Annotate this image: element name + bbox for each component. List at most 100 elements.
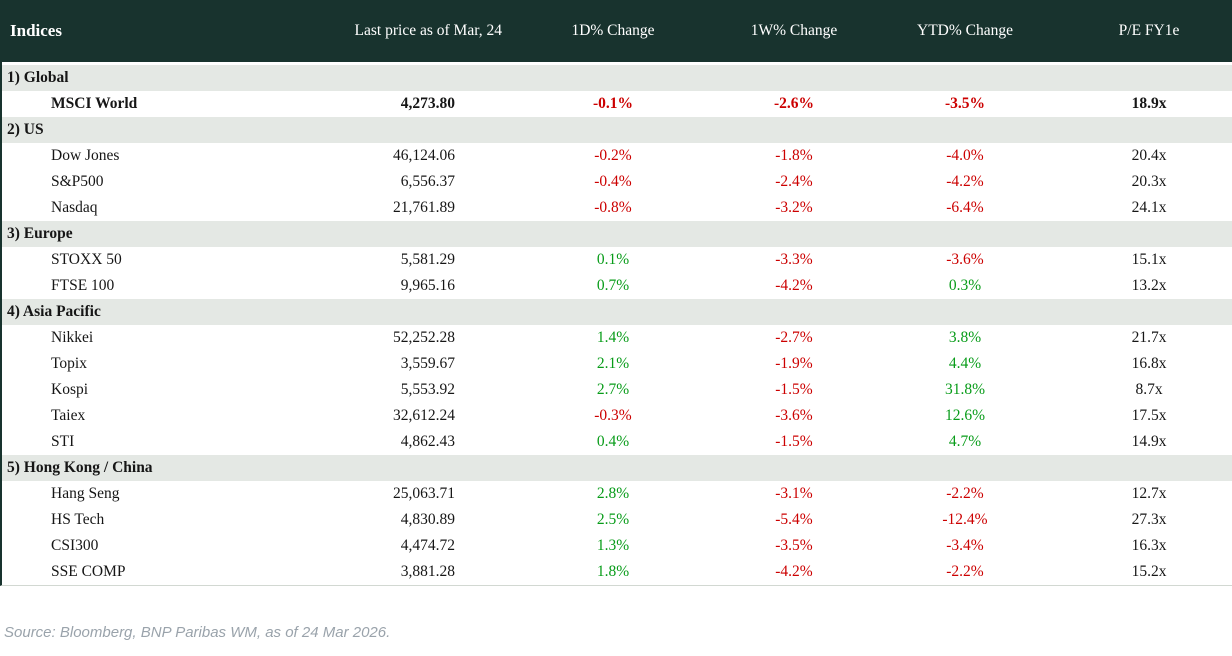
table-row: CSI300 4,474.72 1.3% -3.5% -3.4% 16.3x (2, 533, 1232, 559)
last-price: 6,556.37 (400, 173, 455, 190)
table-row: Dow Jones 46,124.06 -0.2% -1.8% -4.0% 20… (2, 143, 1232, 169)
section-row-asia-pacific: 4) Asia Pacific (2, 299, 1232, 325)
ytd-change: -2.2% (946, 563, 984, 580)
header-gap (2, 62, 1232, 65)
1d-change: 2.8% (596, 485, 630, 502)
ytd-change: -4.0% (946, 147, 984, 164)
1w-change: -3.5% (775, 537, 813, 554)
1w-change: -1.5% (775, 433, 813, 450)
table-row: Nasdaq 21,761.89 -0.8% -3.2% -6.4% 24.1x (2, 195, 1232, 221)
index-name: HS Tech (51, 511, 105, 528)
1w-change: -3.3% (775, 251, 813, 268)
table-row: S&P500 6,556.37 -0.4% -2.4% -4.2% 20.3x (2, 169, 1232, 195)
column-header-1w-change: 1W% Change (750, 22, 838, 39)
index-name: Topix (51, 355, 87, 372)
last-price: 4,273.80 (400, 95, 455, 112)
index-name: STI (51, 433, 75, 450)
1d-change: 2.1% (596, 355, 630, 372)
last-price: 5,553.92 (400, 381, 455, 398)
table-row: FTSE 100 9,965.16 0.7% -4.2% 0.3% 13.2x (2, 273, 1232, 299)
ytd-change: -3.4% (946, 537, 984, 554)
1d-change: 1.4% (596, 329, 630, 346)
last-price: 46,124.06 (393, 147, 455, 164)
table-row: STI 4,862.43 0.4% -1.5% 4.7% 14.9x (2, 429, 1232, 455)
1w-change: -2.4% (775, 173, 813, 190)
last-price: 25,063.71 (393, 485, 455, 502)
last-price: 4,862.43 (400, 433, 455, 450)
section-row-global: 1) Global (2, 65, 1232, 91)
pe-ratio: 21.7x (1131, 329, 1167, 346)
ytd-change: -4.2% (946, 173, 984, 190)
pe-ratio: 16.3x (1131, 537, 1167, 554)
section-label: 1) Global (7, 69, 69, 86)
last-price: 3,559.67 (400, 355, 455, 372)
table-row: HS Tech 4,830.89 2.5% -5.4% -12.4% 27.3x (2, 507, 1232, 533)
index-name: Nikkei (51, 329, 94, 346)
index-name: Kospi (51, 381, 89, 398)
pe-ratio: 16.8x (1131, 355, 1167, 372)
section-row-hk-china: 5) Hong Kong / China (2, 455, 1232, 481)
pe-ratio: 15.1x (1131, 251, 1167, 268)
pe-ratio: 27.3x (1131, 511, 1167, 528)
pe-ratio: 17.5x (1131, 407, 1167, 424)
table-row: MSCI World 4,273.80 -0.1% -2.6% -3.5% 18… (2, 91, 1232, 117)
ytd-change: -3.5% (944, 95, 986, 112)
section-row-us: 2) US (2, 117, 1232, 143)
column-header-last-price: Last price as of Mar, 24 (354, 22, 502, 39)
1d-change: -0.2% (594, 147, 632, 164)
pe-ratio: 15.2x (1131, 563, 1167, 580)
index-name: S&P500 (51, 173, 104, 190)
1w-change: -5.4% (775, 511, 813, 528)
1w-change: -3.1% (775, 485, 813, 502)
1w-change: -3.6% (775, 407, 813, 424)
pe-ratio: 24.1x (1131, 199, 1167, 216)
pe-ratio: 8.7x (1135, 381, 1163, 398)
1w-change: -1.8% (775, 147, 813, 164)
ytd-change: 4.7% (948, 433, 982, 450)
index-name: FTSE 100 (51, 277, 115, 294)
column-header-1d-change: 1D% Change (571, 22, 655, 39)
section-label: 3) Europe (7, 225, 73, 242)
index-name: CSI300 (51, 537, 99, 554)
index-name: Nasdaq (51, 199, 98, 216)
pe-ratio: 20.4x (1131, 147, 1167, 164)
last-price: 5,581.29 (400, 251, 455, 268)
last-price: 3,881.28 (400, 563, 455, 580)
table-title: Indices (10, 21, 62, 40)
pe-ratio: 12.7x (1131, 485, 1167, 502)
index-name: MSCI World (51, 95, 138, 112)
1d-change: -0.4% (594, 173, 632, 190)
table-row: SSE COMP 3,881.28 1.8% -4.2% -2.2% 15.2x (2, 559, 1232, 585)
1w-change: -3.2% (775, 199, 813, 216)
1w-change: -1.9% (775, 355, 813, 372)
table-row: Kospi 5,553.92 2.7% -1.5% 31.8% 8.7x (2, 377, 1232, 403)
section-label: 2) US (7, 121, 44, 138)
last-price: 4,830.89 (400, 511, 455, 528)
1d-change: -0.8% (594, 199, 632, 216)
index-name: STOXX 50 (51, 251, 122, 268)
1d-change: 0.1% (596, 251, 630, 268)
section-row-europe: 3) Europe (2, 221, 1232, 247)
section-label: 5) Hong Kong / China (7, 459, 153, 476)
ytd-change: 4.4% (948, 355, 982, 372)
last-price: 52,252.28 (393, 329, 455, 346)
index-name: Dow Jones (51, 147, 120, 164)
last-price: 32,612.24 (393, 407, 455, 424)
last-price: 21,761.89 (393, 199, 455, 216)
section-label: 4) Asia Pacific (7, 303, 101, 320)
table-row: STOXX 50 5,581.29 0.1% -3.3% -3.6% 15.1x (2, 247, 1232, 273)
1d-change: 1.3% (596, 537, 630, 554)
source-note: Source: Bloomberg, BNP Paribas WM, as of… (4, 624, 391, 641)
1w-change: -4.2% (775, 563, 813, 580)
index-name: Taiex (51, 407, 86, 424)
table-header-row: Indices Last price as of Mar, 24 1D% Cha… (2, 0, 1232, 62)
1d-change: 1.8% (596, 563, 630, 580)
1d-change: 2.5% (596, 511, 630, 528)
last-price: 4,474.72 (400, 537, 455, 554)
pe-ratio: 18.9x (1131, 95, 1167, 112)
pe-ratio: 14.9x (1131, 433, 1167, 450)
table-row: Nikkei 52,252.28 1.4% -2.7% 3.8% 21.7x (2, 325, 1232, 351)
ytd-change: -12.4% (942, 511, 988, 528)
1d-change: 0.7% (596, 277, 630, 294)
ytd-change: -2.2% (946, 485, 984, 502)
